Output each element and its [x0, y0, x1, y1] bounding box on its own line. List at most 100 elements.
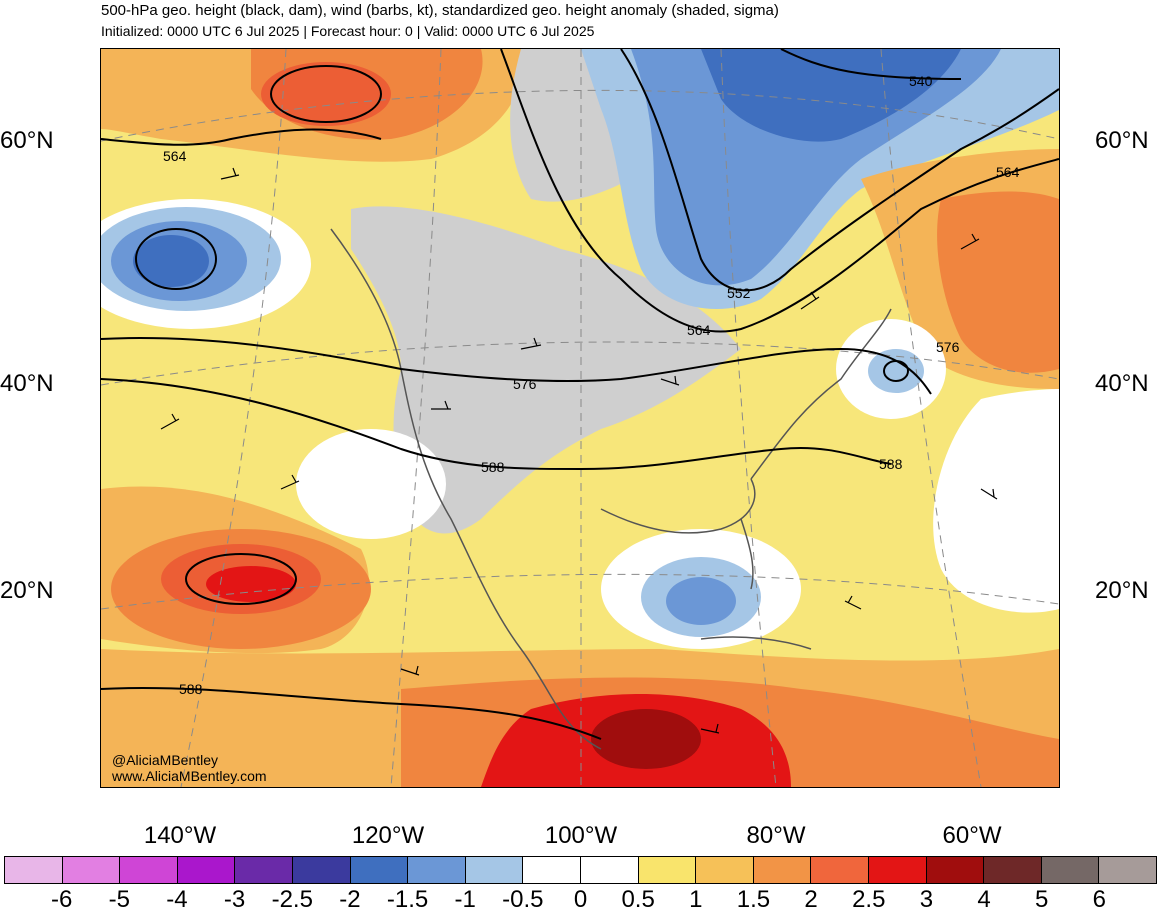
colorbar-tick-label: 4: [977, 886, 991, 913]
lon-label-140w: 140°W: [143, 822, 217, 849]
wind-barb: [700, 723, 720, 734]
wind-barb: [660, 375, 680, 386]
colorbar-tick-label: -1: [454, 886, 476, 913]
colorbar-tick-label: -2: [339, 886, 361, 913]
anomaly-shade-subtropic-white: [296, 429, 446, 539]
colorbar-box: [638, 857, 697, 883]
contour-588-mid: [101, 378, 892, 471]
colorbar-tick-label: -4: [166, 886, 188, 913]
contour-label: 552: [727, 285, 751, 301]
coastline-cuba: [700, 636, 812, 650]
coastline-east: [750, 308, 892, 480]
wind-barb: [980, 488, 998, 500]
anomaly-shade-gray-west: [351, 206, 741, 534]
wind-barb: [520, 337, 542, 350]
wind-barb: [400, 665, 420, 676]
colorbar-tick-label: 3: [919, 886, 934, 913]
colorbar-box: [753, 857, 812, 883]
colorbar-box: [984, 857, 1042, 883]
anomaly-shade-nova-scotia-blue: [868, 349, 924, 393]
coastline-gulf: [600, 478, 756, 534]
colorbar-tick-label: 1.5: [736, 886, 771, 913]
colorbar-box: [235, 857, 293, 883]
wind-barb: [220, 167, 240, 180]
map-panel: 540 564 564 552 564 576 576 588 588 588: [100, 48, 1060, 788]
contour-nova-scotia-low: [883, 360, 909, 382]
colorbar-tick-label: 2.5: [852, 886, 886, 913]
wind-barb: [431, 400, 451, 410]
colorbar-tick-label: -6: [50, 886, 73, 913]
anomaly-shade-east-atlantic-white: [933, 389, 1059, 613]
contour-552: [620, 49, 1059, 292]
contour-564-north: [101, 128, 382, 146]
colorbar-tick-label: -5: [108, 886, 130, 913]
lon-label-100w: 100°W: [544, 822, 618, 849]
lon-label-80w: 80°W: [746, 822, 806, 849]
contour-label: 588: [179, 681, 203, 697]
graticule: [101, 49, 1059, 787]
wind-barb: [960, 233, 980, 250]
colorbar-box: [62, 857, 121, 883]
colorbar-box: [5, 857, 63, 883]
wind-barb: [800, 291, 820, 310]
contour-label: 564: [163, 148, 187, 164]
chart-subtitle: Initialized: 0000 UTC 6 Jul 2025 | Forec…: [101, 23, 595, 39]
contour-label: 588: [879, 456, 903, 472]
lat-label-40-left: 40°N: [0, 370, 54, 397]
wind-barbs: [160, 167, 998, 734]
height-contours: [101, 49, 1059, 740]
colorbar-box: [926, 857, 985, 883]
colorbar-box: [696, 857, 754, 883]
wind-barb: [280, 474, 300, 490]
colorbar-box: [523, 857, 581, 883]
credit-website: www.AliciaMBentley.com: [112, 768, 267, 784]
graticule-lat-40: [101, 341, 1059, 386]
contour-label: 564: [996, 164, 1020, 180]
lat-label-60-right: 60°N: [1095, 127, 1149, 154]
lat-label-60-left: 60°N: [0, 127, 54, 154]
colorbar-box: [177, 857, 236, 883]
anomaly-shade-nw-red: [261, 62, 391, 126]
contour-pacific-high: [185, 553, 297, 605]
coastlines: [330, 228, 892, 750]
anomaly-shade-west-low-dark: [133, 235, 209, 287]
contour-576: [101, 337, 932, 395]
colorbar-tick-label: 5: [1035, 886, 1049, 913]
graticule-lon-80: [720, 49, 777, 787]
contour-label: 540: [909, 73, 933, 89]
anomaly-shade-atlantic-dark-orange: [937, 191, 1059, 373]
contour-nw-high: [270, 65, 382, 123]
contour-label: 564: [687, 322, 711, 338]
colorbar-box: [811, 857, 869, 883]
colorbar-tick-label: 0: [573, 886, 588, 913]
contour-label: 576: [513, 376, 537, 392]
anomaly-shade-south-dark-red: [591, 709, 701, 769]
graticule-lon-120: [390, 49, 442, 787]
colorbar-box: [868, 857, 927, 883]
colorbar-tick-label: 0.5: [621, 886, 655, 913]
colorbar-tick-label: -1.5: [386, 886, 429, 913]
anomaly-shade-blue-dark: [701, 49, 961, 142]
lon-label-120w: 120°W: [351, 822, 425, 849]
contour-label-group: 540 564 564 552 564 576 576 588 588 588: [163, 73, 1020, 697]
contour-label: 576: [936, 339, 960, 355]
contour-564-mid: [500, 49, 1059, 333]
lat-label-20-left: 20°N: [0, 577, 54, 604]
contour-label: 588: [481, 459, 505, 475]
colorbar-box: [292, 857, 351, 883]
anomaly-shade-pacific-core: [206, 566, 296, 602]
colorbar-box: [408, 857, 466, 883]
colorbar-tick-label: 1: [689, 886, 703, 913]
colorbar-tick-label: 2: [804, 886, 818, 913]
colorbar-box: [1041, 857, 1100, 883]
chart-title: 500-hPa geo. height (black, dam), wind (…: [101, 2, 779, 19]
contour-540: [780, 49, 962, 80]
wind-barb: [844, 595, 862, 610]
colorbar-tick-label: 6: [1092, 886, 1107, 913]
map-svg: 540 564 564 552 564 576 576 588 588 588: [101, 49, 1059, 787]
anomaly-shade-gulf-mid: [666, 577, 736, 625]
colorbar-box: [465, 857, 524, 883]
colorbar-tick-label: -0.5: [502, 886, 544, 913]
credit-handle: @AliciaMBentley: [112, 752, 219, 768]
lon-label-60w: 60°W: [942, 822, 1002, 849]
